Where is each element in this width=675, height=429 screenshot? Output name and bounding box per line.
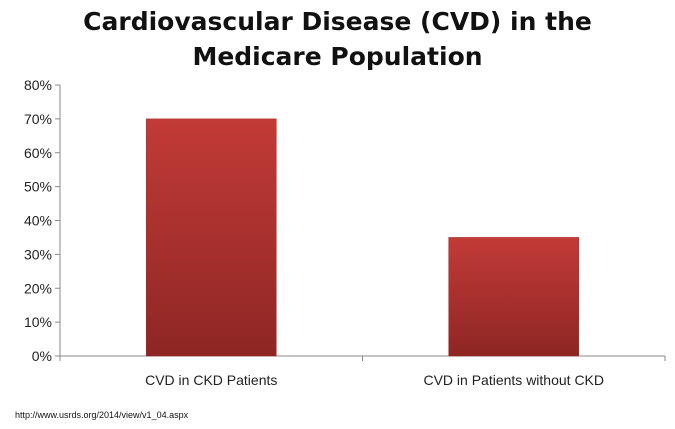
y-tick-label: 70% — [24, 111, 52, 127]
bar-2 — [448, 237, 580, 357]
x-axis: CVD in CKD Patients CVD in Patients witho… — [59, 355, 666, 388]
y-tick-label: 30% — [24, 246, 52, 262]
y-tick-label: 10% — [24, 314, 52, 330]
x-category-label: CVD in CKD Patients — [145, 372, 277, 388]
x-category-label: CVD in Patients without CKD — [423, 372, 604, 388]
chart-title-line-2: Medicare Population — [192, 42, 483, 71]
y-tick-label: 40% — [24, 213, 52, 229]
chart-title: Cardiovascular Disease (CVD) in the Medi… — [0, 4, 675, 74]
chart-title-line-1: Cardiovascular Disease (CVD) in the — [83, 7, 592, 36]
bar-1 — [145, 118, 277, 357]
y-axis: 0% 10% 20% 30% 40% 50% 60% 70% 80% — [24, 77, 61, 364]
bars — [145, 118, 580, 357]
y-tick-label: 80% — [24, 77, 52, 93]
y-tick-label: 20% — [24, 280, 52, 296]
y-tick-label: 60% — [24, 145, 52, 161]
y-tick-label: 0% — [32, 348, 52, 364]
y-tick-label: 50% — [24, 179, 52, 195]
source-url: http://www.usrds.org/2014/view/v1_04.asp… — [15, 410, 189, 420]
